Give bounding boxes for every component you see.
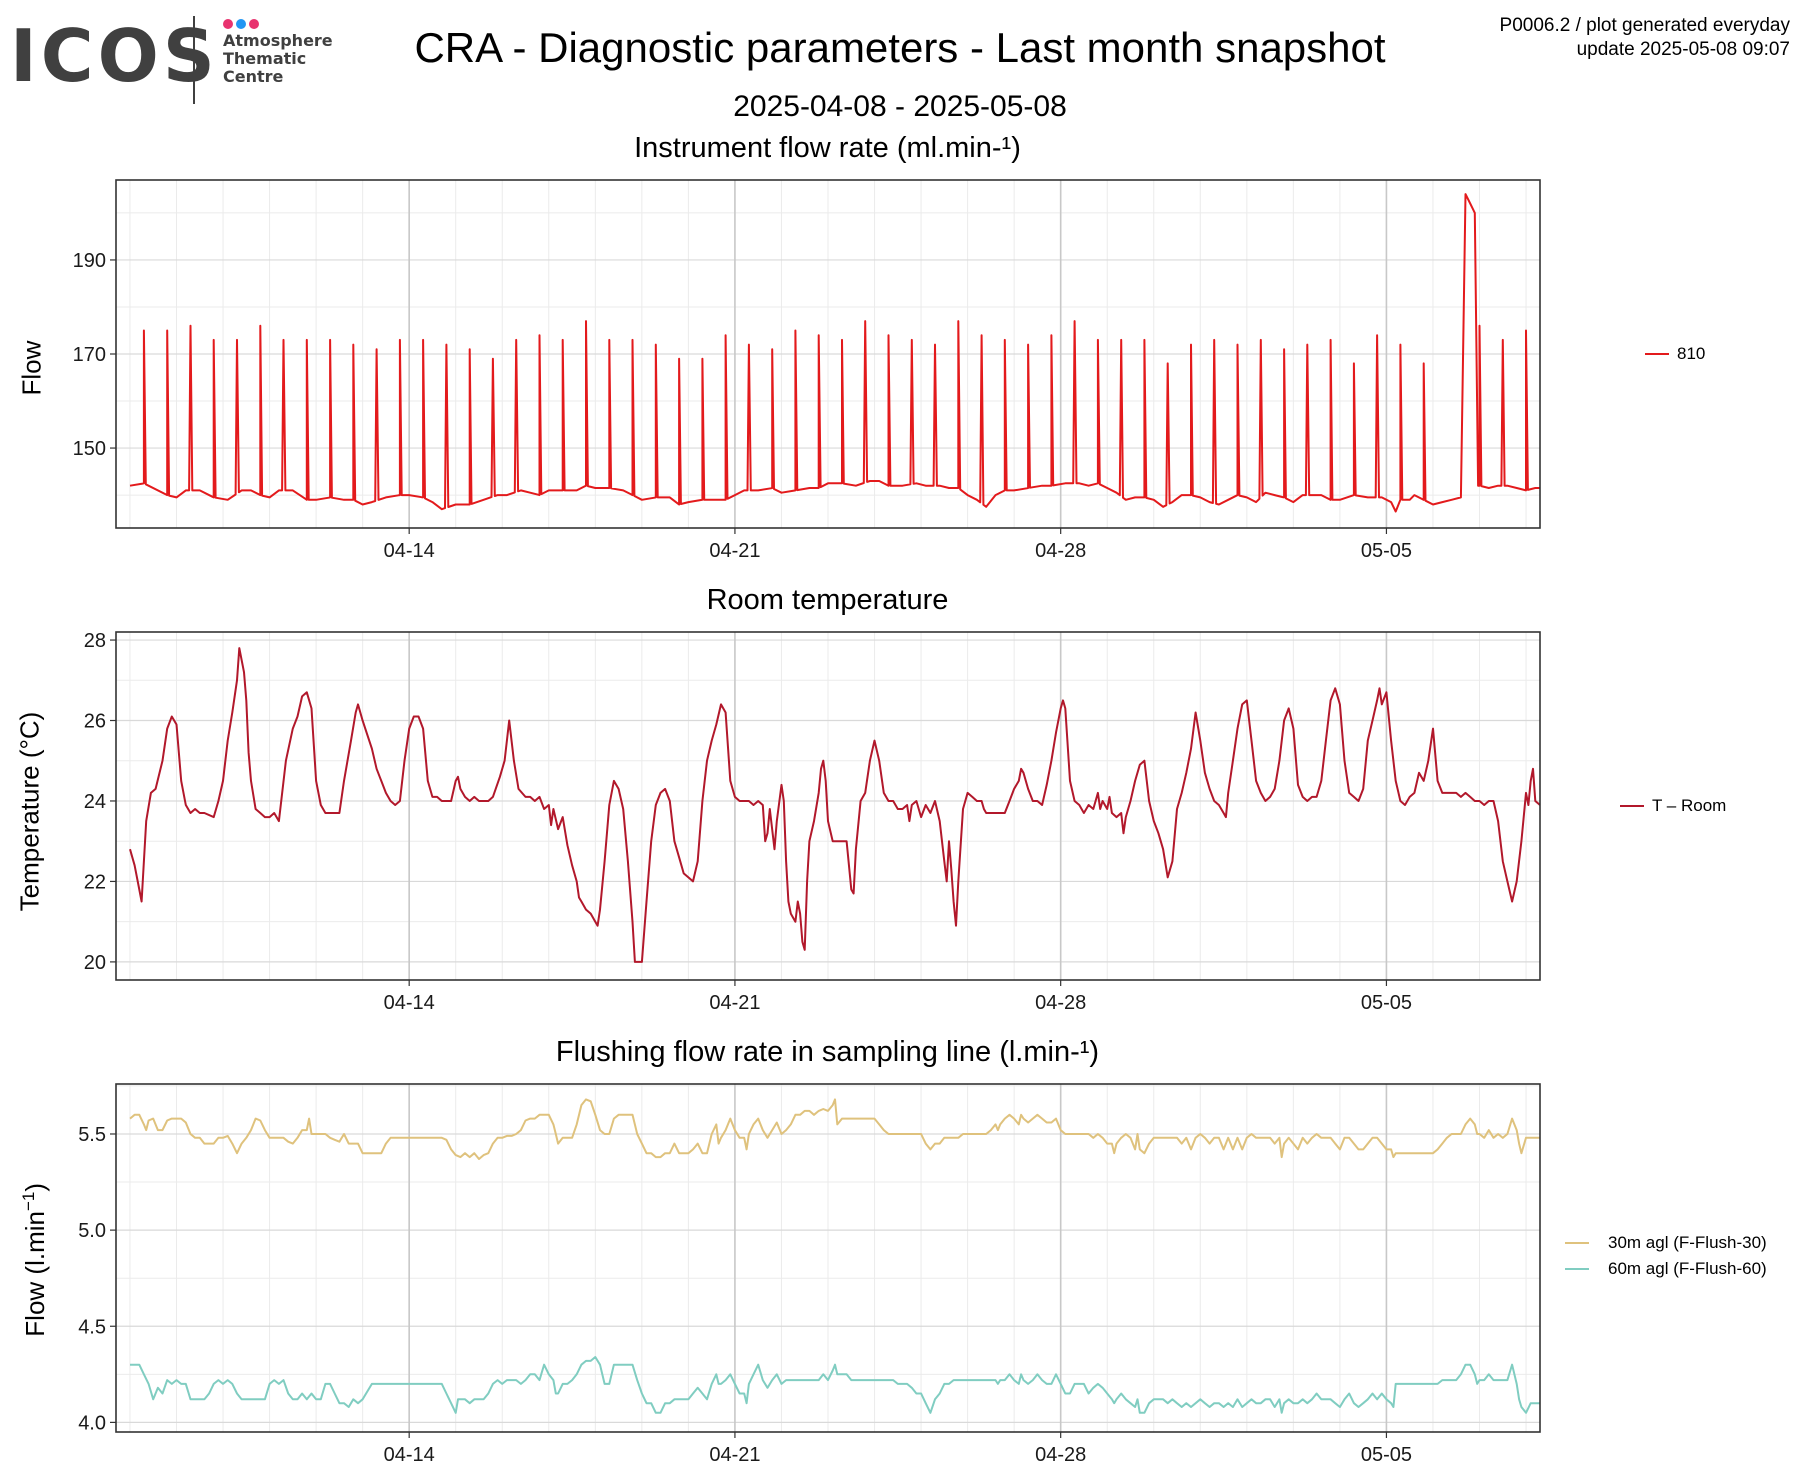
x-tick-label: 04-14 — [384, 992, 435, 1014]
room-temperature-chart: 20 22 24 26 28 04-14 04-21 04-28 05-05 — [84, 630, 1541, 1014]
y-tick-label: 5.5 — [78, 1124, 106, 1146]
legend-key — [1565, 1242, 1589, 1244]
logo-caption-line: Centre — [223, 67, 284, 86]
y-tick-label: 4.5 — [78, 1316, 106, 1338]
y-tick-label: 170 — [73, 344, 106, 366]
x-tick-label: 04-28 — [1035, 1444, 1086, 1466]
icos-logo: ICOS Atmosphere Thematic Centre — [10, 14, 333, 106]
series-line — [129, 647, 1541, 963]
y-tick-label: 22 — [84, 871, 106, 893]
logo-dot — [249, 19, 259, 29]
x-tick-label: 05-05 — [1361, 540, 1412, 562]
flushing-flow-panel: Flushing flow rate in sampling line (l.m… — [0, 1034, 1800, 1470]
page-title: CRA - Diagnostic parameters - Last month… — [414, 24, 1386, 71]
x-tick-label: 05-05 — [1361, 1444, 1412, 1466]
x-tick-label: 04-21 — [709, 992, 760, 1014]
flow-rate-chart: 150 170 190 04-14 04-21 04-28 05-05 — [73, 179, 1541, 562]
y-tick-label: 5.0 — [78, 1220, 106, 1242]
y-tick-label: 28 — [84, 630, 106, 652]
legend-key — [1620, 805, 1644, 807]
x-tick-label: 05-05 — [1361, 992, 1412, 1014]
plot-meta: P0006.2 / plot generated everyday update… — [1500, 14, 1790, 62]
update-timestamp: update 2025-05-08 09:07 — [1576, 39, 1790, 60]
y-tick-label: 24 — [84, 791, 106, 813]
logo-caption-line: Atmosphere — [223, 31, 333, 50]
legend-label: T – Room — [1652, 796, 1727, 815]
logo-wordmark: ICOS — [10, 14, 219, 98]
flushing-flow-title: Flushing flow rate in sampling line (l.m… — [555, 1036, 1100, 1068]
logo-dot — [236, 19, 246, 29]
plot-border — [115, 631, 1541, 981]
legend-label: 60m agl (F-Flush-60) — [1608, 1259, 1767, 1278]
date-range-subtitle: 2025-04-08 - 2025-05-08 — [733, 90, 1067, 123]
plot-id-text: P0006.2 / plot generated everyday — [1499, 15, 1790, 36]
y-tick-label: 150 — [73, 438, 106, 460]
series-line — [129, 193, 1540, 513]
x-tick-label: 04-21 — [709, 1444, 760, 1466]
x-tick-label: 04-28 — [1035, 540, 1086, 562]
flushing-flow-chart: 4.0 4.5 5.0 5.5 04-14 04-21 04-28 05-05 — [78, 1083, 1541, 1466]
flow-rate-title: Instrument flow rate (ml.min-¹) — [634, 132, 1021, 164]
plot-border — [115, 1083, 1541, 1433]
logo-caption: Atmosphere Thematic Centre — [223, 32, 333, 86]
y-tick-label: 190 — [73, 250, 106, 272]
series-line — [130, 1356, 1540, 1414]
y-tick-label: 20 — [84, 952, 106, 974]
legend-key — [1645, 353, 1669, 355]
room-temperature-panel: Room temperature Temperature (°C) 20 22 24… — [0, 582, 1800, 1022]
x-tick-label: 04-14 — [384, 540, 435, 562]
x-tick-label: 04-14 — [384, 1444, 435, 1466]
legend-key — [1565, 1268, 1589, 1270]
legend-label: 30m agl (F-Flush-30) — [1608, 1233, 1767, 1252]
x-tick-label: 04-28 — [1035, 992, 1086, 1014]
logo-divider — [193, 16, 195, 104]
logo-caption-line: Thematic — [223, 49, 307, 68]
y-tick-label: 26 — [84, 711, 106, 733]
x-tick-label: 04-21 — [709, 540, 760, 562]
legend-label: 810 — [1677, 344, 1706, 363]
logo-dots — [223, 16, 262, 34]
y-tick-label: 4.0 — [78, 1412, 106, 1434]
flow-rate-panel: Instrument flow rate (ml.min-¹) Flow 150… — [0, 130, 1800, 570]
logo-dot — [223, 19, 233, 29]
room-temperature-title: Room temperature — [706, 584, 949, 616]
series-line — [129, 1098, 1540, 1160]
plot-border — [115, 179, 1541, 529]
